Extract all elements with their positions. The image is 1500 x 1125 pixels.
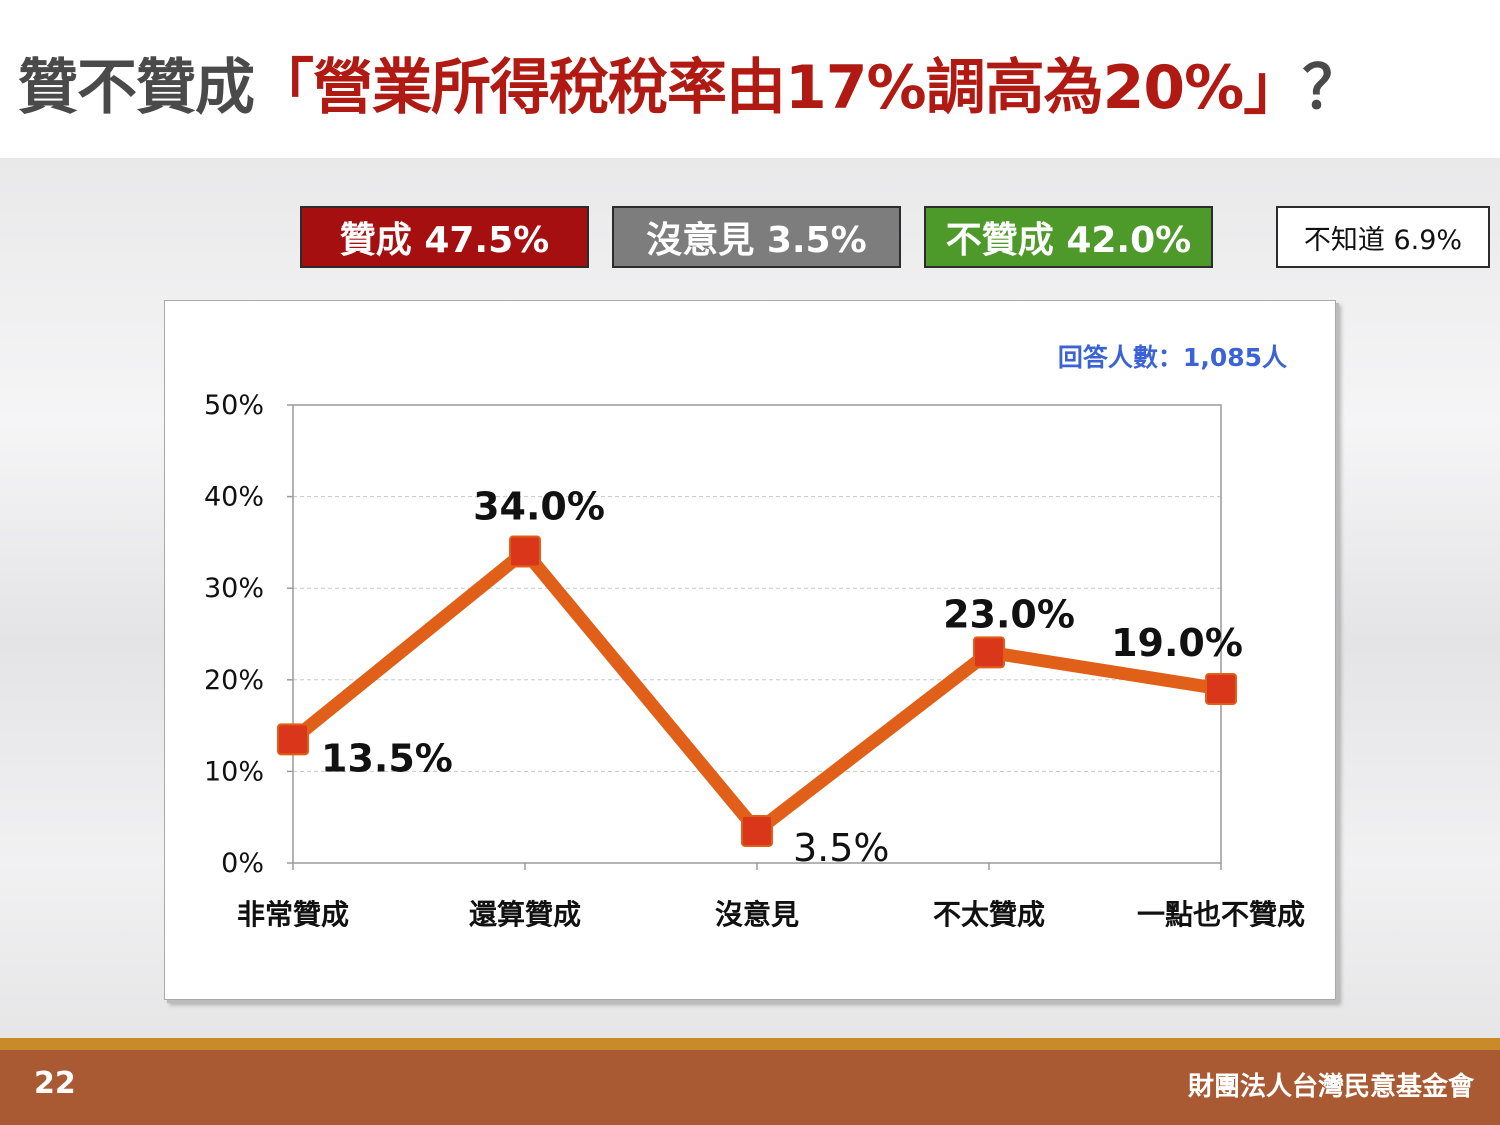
- y-tick-label: 30%: [204, 573, 264, 604]
- title-question-mark: ？: [1302, 53, 1362, 123]
- data-labels: 13.5% 34.0% 3.5% 23.0% 19.0%: [321, 485, 1243, 870]
- data-label: 13.5%: [321, 736, 453, 780]
- y-tick-label: 0%: [221, 848, 264, 879]
- page-title: 贊不贊成「營業所得稅稅率由17%調高為20%」？: [18, 38, 1362, 138]
- y-axis-ticks: 0% 10% 20% 30% 40% 50%: [204, 390, 293, 879]
- title-highlight: 「營業所得稅稅率由17%調高為20%」: [254, 53, 1303, 123]
- data-label: 34.0%: [473, 485, 605, 529]
- series-markers: [277, 535, 1237, 847]
- data-point-marker: [973, 636, 1005, 669]
- footer-accent-line: [0, 1038, 1500, 1050]
- footer-bar: [0, 1050, 1500, 1125]
- x-tick-label: 沒意見: [715, 898, 799, 931]
- data-point-marker: [1205, 672, 1237, 705]
- data-label: 19.0%: [1111, 621, 1243, 665]
- organization-name: 財團法人台灣民意基金會: [1187, 1072, 1474, 1102]
- y-tick-label: 20%: [204, 665, 264, 696]
- x-tick-label: 不太贊成: [933, 898, 1045, 931]
- y-tick-label: 10%: [204, 756, 264, 787]
- title-bar: 贊不贊成「營業所得稅稅率由17%調高為20%」？: [0, 0, 1500, 158]
- y-tick-label: 40%: [204, 482, 264, 513]
- y-tick-label: 50%: [204, 390, 264, 421]
- series-line: [286, 545, 1228, 838]
- badge-dont-know: 不知道 6.9%: [1276, 206, 1490, 268]
- title-lead: 贊不贊成: [18, 53, 255, 123]
- x-tick-label: 一點也不贊成: [1137, 898, 1305, 931]
- x-tick-label: 還算贊成: [469, 898, 581, 931]
- data-point-marker: [277, 723, 309, 756]
- data-point-marker: [509, 535, 541, 568]
- badge-agree: 贊成 47.5%: [300, 206, 589, 268]
- respondents-count: 回答人數：1,085人: [1058, 343, 1287, 372]
- data-point-marker: [741, 814, 773, 847]
- data-label: 23.0%: [943, 592, 1075, 636]
- badge-disagree: 不贊成 42.0%: [924, 206, 1213, 268]
- grid-layer: [293, 496, 1221, 772]
- data-label: 3.5%: [793, 826, 890, 870]
- x-axis-ticks: 非常贊成 還算贊成 沒意見 不太贊成 一點也不贊成: [237, 863, 1305, 931]
- badge-no-opinion: 沒意見 3.5%: [612, 206, 901, 268]
- chart-card: [164, 300, 1336, 1000]
- x-tick-label: 非常贊成: [237, 898, 349, 931]
- page-number: 22: [34, 1066, 76, 1101]
